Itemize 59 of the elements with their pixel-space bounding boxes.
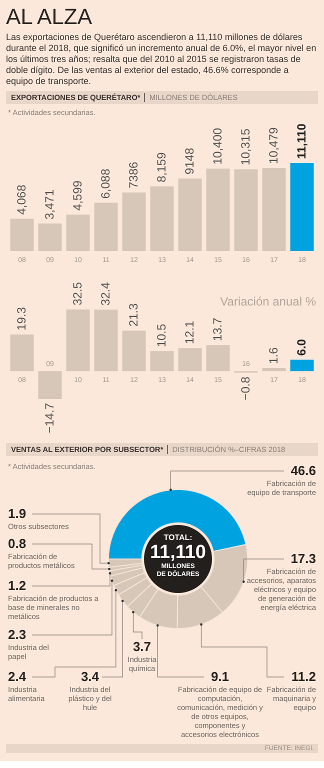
bar — [38, 371, 62, 399]
data-label: 11.2 — [290, 669, 316, 685]
data-label: 7386 — [126, 161, 140, 188]
data-label: 10,479 — [266, 126, 280, 164]
bar — [10, 334, 34, 372]
data-label: 9.1 — [210, 669, 230, 685]
data-label: 6,088 — [98, 168, 112, 199]
data-label: 11,110 — [294, 123, 308, 159]
data-label: 1.9 — [8, 506, 28, 522]
data-label: 4,068 — [14, 184, 28, 215]
bar — [290, 163, 314, 251]
bar — [10, 218, 34, 251]
bar — [66, 309, 90, 372]
data-label: 3.4 — [80, 669, 100, 685]
data-label: 3.7 — [132, 639, 152, 655]
data-label: 1.2 — [8, 578, 28, 594]
bar — [290, 360, 314, 372]
text: AL ALZA — [5, 3, 94, 31]
data-label: 1.6 — [266, 347, 280, 364]
bar — [206, 168, 230, 251]
data-label: 10.5 — [154, 323, 168, 348]
chart-title: Variación anual % — [220, 294, 316, 309]
data-label: 10,315 — [238, 128, 252, 166]
data-label: 10,400 — [210, 128, 224, 165]
data-label: 19.3 — [14, 306, 28, 330]
data-label: 17.3 — [290, 551, 316, 567]
text: TOTAL: — [162, 533, 194, 543]
data-label: 32.5 — [70, 282, 84, 306]
text: Las exportaciones de Querétaro ascendieron a 11,110 millones de dólares durante el 2018, que significó un incremento anual de 6.0%, el mayor nivel en los últimos tres años; resalta que del 2010 al 2015 se registraron tasas de doble dígito. De las ventas al exterior del estado, 46.6% corresponde a equipo de transporte. — [5, 32, 318, 88]
data-label: 6.0 — [294, 338, 308, 356]
data-label: 0.8 — [8, 536, 28, 552]
data-label: 12.1 — [182, 320, 196, 344]
data-label: 13.7 — [210, 317, 224, 342]
bar — [206, 345, 230, 372]
data-label: −14.7 — [42, 402, 56, 434]
bar — [122, 330, 146, 372]
bar — [66, 214, 90, 251]
data-label: 21.3 — [126, 302, 140, 327]
bar — [178, 348, 202, 372]
bar — [122, 192, 146, 251]
data-label: 4,599 — [70, 180, 84, 211]
text: 11,110 — [148, 542, 208, 563]
bar — [150, 351, 174, 372]
bar — [262, 368, 286, 372]
bar — [234, 169, 258, 251]
bar — [94, 310, 118, 372]
bar — [178, 178, 202, 251]
data-label: 32.4 — [98, 282, 112, 306]
data-label: 46.6 — [290, 463, 316, 479]
data-label: −0.8 — [238, 376, 252, 400]
data-label: 3,471 — [42, 189, 56, 220]
data-label: 9148 — [182, 148, 196, 175]
data-label: 2.4 — [8, 669, 28, 685]
data-label: 8,159 — [154, 152, 168, 182]
data-label: 2.3 — [8, 627, 28, 643]
bar — [38, 224, 62, 251]
bar — [262, 168, 286, 251]
bar — [94, 202, 118, 251]
bar — [150, 186, 174, 251]
